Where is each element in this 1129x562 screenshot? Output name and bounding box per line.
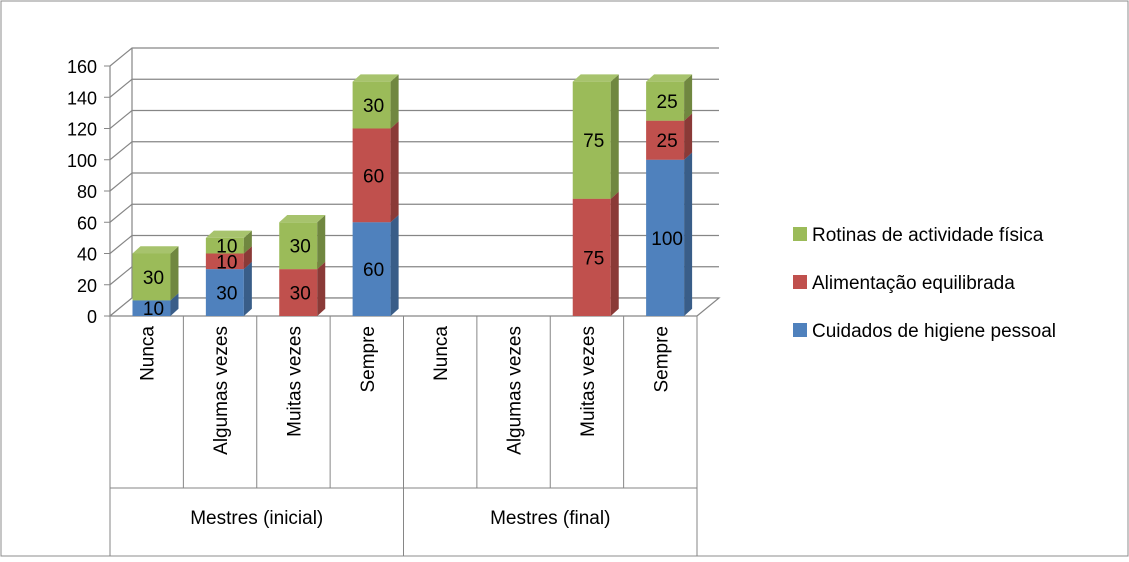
bar-segment: [646, 152, 693, 316]
bar-side-face: [243, 230, 252, 254]
legend: Rotinas de actividade física Alimentação …: [793, 225, 1056, 342]
x-tick-label: Algumas vezes: [505, 326, 526, 455]
legend-label: Rotinas de actividade física: [812, 225, 1044, 246]
bar-side-face: [317, 261, 326, 316]
bar-front-face: [646, 159, 685, 316]
bar-side-face: [390, 74, 399, 129]
bar-data-label: 10: [216, 252, 237, 273]
legend-item: Rotinas de actividade física: [793, 225, 1044, 246]
bar-top-face: [205, 230, 252, 238]
bar-data-label: 30: [143, 268, 164, 289]
legend-item: Alimentação equilibrada: [793, 273, 1015, 294]
bar-segment: [572, 74, 619, 199]
bar-side-face: [684, 152, 693, 316]
y-tick-label: 160: [67, 57, 97, 77]
bar-data-label: 75: [583, 248, 604, 269]
y-tick-label: 40: [77, 245, 97, 265]
x-tick-label: Muitas vezes: [284, 326, 305, 437]
bar-data-label: 100: [651, 229, 683, 250]
bar-side-face: [390, 121, 399, 223]
bar-top-face: [352, 74, 399, 82]
bar-segment: [352, 215, 399, 316]
x-axis: Nunca Algumas vezes Muitas vezes Sempre Mest…: [109, 316, 698, 556]
bar-segment: [132, 246, 179, 301]
bar-front-face: [352, 81, 391, 129]
bar-side-face: [684, 74, 693, 121]
bar-data-label: 30: [216, 284, 237, 305]
bar-front-face: [572, 81, 611, 199]
bar-data-label: 10: [143, 299, 164, 320]
legend-swatch: [793, 275, 807, 289]
legend-label: Alimentação equilibrada: [812, 273, 1015, 294]
bar-front-face: [279, 222, 318, 270]
group-label: Mestres (inicial): [190, 508, 323, 529]
bar-side-face: [610, 191, 619, 316]
legend-item: Cuidados de higiene pessoal: [793, 321, 1056, 342]
bar-data-label: 60: [363, 260, 384, 281]
bar-data-label: 30: [290, 237, 311, 258]
y-tick-label: 20: [77, 276, 97, 296]
bar-data-label: 30: [363, 96, 384, 117]
bar-segment: [279, 215, 326, 270]
bar-top-face: [279, 215, 326, 223]
bar-front-face: [646, 81, 685, 121]
bar-side-face: [170, 293, 179, 316]
bar-data-label: 25: [657, 131, 678, 152]
y-tick-label: 80: [77, 182, 97, 202]
bar-top-face: [132, 246, 179, 254]
y-tick-label: 140: [67, 88, 97, 108]
bar-front-face: [646, 120, 685, 160]
bar-side-face: [243, 246, 252, 270]
bar-side-face: [684, 113, 693, 160]
bar-side-face: [317, 215, 326, 270]
legend-label: Cuidados de higiene pessoal: [812, 321, 1056, 342]
bar-front-face: [352, 222, 391, 316]
floor: [108, 297, 721, 317]
legend-swatch: [793, 227, 807, 241]
bar-front-face: [572, 198, 611, 316]
bar-front-face: [205, 253, 244, 270]
legend-swatch: [793, 323, 807, 337]
bar-segment: [646, 74, 693, 121]
bar-data-label: 10: [216, 237, 237, 258]
grid-layer: [108, 47, 721, 317]
bar-data-label: 75: [583, 131, 604, 152]
y-tick-label: 100: [67, 151, 97, 171]
bar-data-label: 30: [290, 284, 311, 305]
x-tick-label: Nunca: [431, 326, 452, 381]
x-tick-label: Nunca: [138, 326, 159, 381]
x-tick-label: Algumas vezes: [211, 326, 232, 455]
bar-top-face: [572, 74, 619, 82]
bar-top-face: [646, 74, 693, 82]
bar-segment: [352, 74, 399, 129]
x-tick-label: Sempre: [651, 326, 672, 393]
bar-front-face: [279, 269, 318, 316]
bar-front-face: [132, 300, 171, 316]
bar-segment: [205, 230, 252, 254]
bar-front-face: [352, 128, 391, 223]
group-label: Mestres (final): [490, 508, 610, 529]
bar-front-face: [205, 269, 244, 316]
bar-side-face: [170, 246, 179, 301]
y-tick-label: 60: [77, 213, 97, 233]
bar-side-face: [243, 261, 252, 316]
y-axis-ticks: 0 20 40 60 80 100 120 140 160: [67, 57, 110, 327]
y-tick-label: 0: [87, 307, 97, 327]
bar-data-label: 25: [657, 92, 678, 113]
x-tick-label: Sempre: [358, 326, 379, 393]
x-tick-label: Muitas vezes: [578, 326, 599, 437]
bar-side-face: [390, 215, 399, 316]
bar-front-face: [205, 237, 244, 254]
bar-side-face: [610, 74, 619, 199]
bar-layer: [132, 74, 693, 316]
y-tick-label: 120: [67, 120, 97, 140]
bar-front-face: [132, 253, 171, 301]
bar-data-label: 60: [363, 166, 384, 187]
